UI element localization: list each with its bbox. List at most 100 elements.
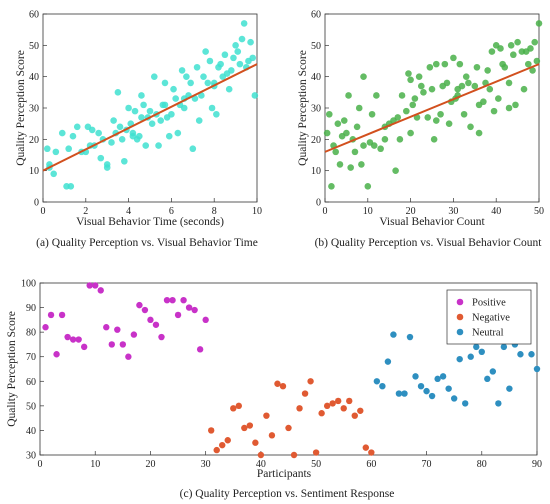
data-point-negative — [246, 422, 254, 429]
data-point — [114, 89, 122, 96]
data-point — [97, 154, 105, 162]
data-point — [195, 117, 203, 124]
y-tick-label: 30 — [311, 104, 321, 115]
data-point-neutral — [445, 385, 452, 392]
x-tick-label: 0 — [323, 206, 328, 217]
data-point-neutral — [484, 375, 491, 383]
data-point-negative — [351, 412, 358, 419]
data-point — [170, 85, 177, 93]
data-point — [351, 148, 359, 156]
data-point — [95, 129, 102, 137]
data-point — [161, 101, 169, 109]
data-point-negative — [312, 449, 320, 456]
data-point — [533, 57, 541, 65]
x-tick-label: 40 — [491, 206, 501, 217]
data-point-negative — [346, 397, 353, 405]
data-point — [148, 120, 156, 127]
y-tick-label: 40 — [311, 72, 321, 83]
data-point-negative — [213, 446, 220, 454]
data-point-positive — [97, 287, 104, 294]
data-point — [514, 38, 521, 46]
data-point — [236, 60, 244, 68]
data-point-positive — [69, 336, 77, 343]
data-point-negative — [318, 410, 325, 417]
data-point-positive — [196, 346, 204, 353]
y-tick-label: 50 — [29, 41, 39, 52]
data-point-negative — [323, 402, 331, 410]
data-point-positive — [152, 321, 160, 328]
data-point — [238, 35, 246, 43]
data-point — [428, 85, 436, 93]
data-point-negative — [307, 378, 314, 385]
data-point-positive — [42, 324, 49, 331]
y-tick-label: 60 — [26, 377, 36, 388]
data-point — [475, 101, 483, 109]
x-tick-label: 20 — [145, 459, 155, 470]
y-tick-label: 100 — [21, 279, 36, 290]
data-point-negative — [257, 451, 265, 459]
y-tick-label: 50 — [311, 41, 321, 52]
data-point — [43, 145, 51, 153]
data-point — [136, 132, 143, 140]
data-point-neutral — [379, 383, 386, 390]
data-point — [432, 117, 440, 124]
y-tick-label: 50 — [26, 401, 36, 412]
data-point — [232, 42, 239, 49]
data-point-positive — [64, 333, 71, 341]
data-point — [204, 79, 212, 87]
data-point-positive — [191, 306, 198, 314]
data-point — [183, 73, 190, 80]
data-point-positive — [169, 297, 176, 304]
data-point — [462, 73, 470, 80]
data-point — [460, 110, 468, 118]
x-tick-label: 90 — [532, 459, 542, 470]
data-point-neutral — [500, 343, 508, 351]
data-point — [360, 142, 367, 149]
x-axis-label-b: Visual Behavior Count — [379, 216, 485, 228]
data-point — [187, 79, 194, 87]
data-point — [340, 117, 348, 124]
y-axis-label-c: Quality Perception Score — [6, 311, 18, 427]
x-tick-label: 60 — [366, 459, 376, 470]
x-tick-label: 10 — [252, 206, 262, 217]
data-point — [116, 123, 124, 131]
data-point-negative — [362, 444, 370, 451]
data-point — [525, 60, 532, 68]
data-point-positive — [136, 301, 143, 309]
caption-c: (c) Quality Perception vs. Sentiment Res… — [180, 488, 395, 500]
x-tick-label: 80 — [477, 459, 487, 470]
data-point — [443, 79, 451, 87]
data-point-negative — [340, 405, 347, 412]
data-point — [370, 142, 378, 149]
caption-b: (b) Quality Perception vs. Visual Behavi… — [315, 237, 543, 249]
data-point — [432, 60, 440, 68]
y-tick-label: 40 — [26, 426, 36, 437]
data-point — [368, 110, 376, 118]
data-point — [142, 142, 150, 149]
data-point — [168, 110, 175, 118]
data-point — [403, 107, 410, 115]
data-point — [332, 148, 340, 156]
data-point — [230, 54, 237, 62]
data-point-neutral — [406, 333, 414, 341]
x-tick-label: 40 — [256, 459, 266, 470]
data-point-neutral — [412, 373, 419, 380]
data-point — [505, 79, 513, 87]
data-point — [484, 67, 491, 74]
data-point — [415, 73, 423, 80]
legend-marker-negative — [456, 313, 464, 321]
data-point — [165, 132, 173, 140]
data-point-negative — [241, 424, 248, 432]
data-point-neutral — [462, 400, 469, 407]
data-point — [103, 164, 111, 171]
data-point — [437, 110, 444, 118]
data-point — [131, 107, 139, 115]
data-point — [441, 60, 449, 68]
x-tick-label: 6 — [169, 206, 174, 217]
data-point — [407, 76, 414, 84]
data-point — [373, 92, 380, 99]
y-tick-label: 80 — [26, 328, 36, 339]
data-point-negative — [252, 439, 259, 446]
data-point — [202, 48, 209, 55]
data-point — [465, 79, 472, 87]
